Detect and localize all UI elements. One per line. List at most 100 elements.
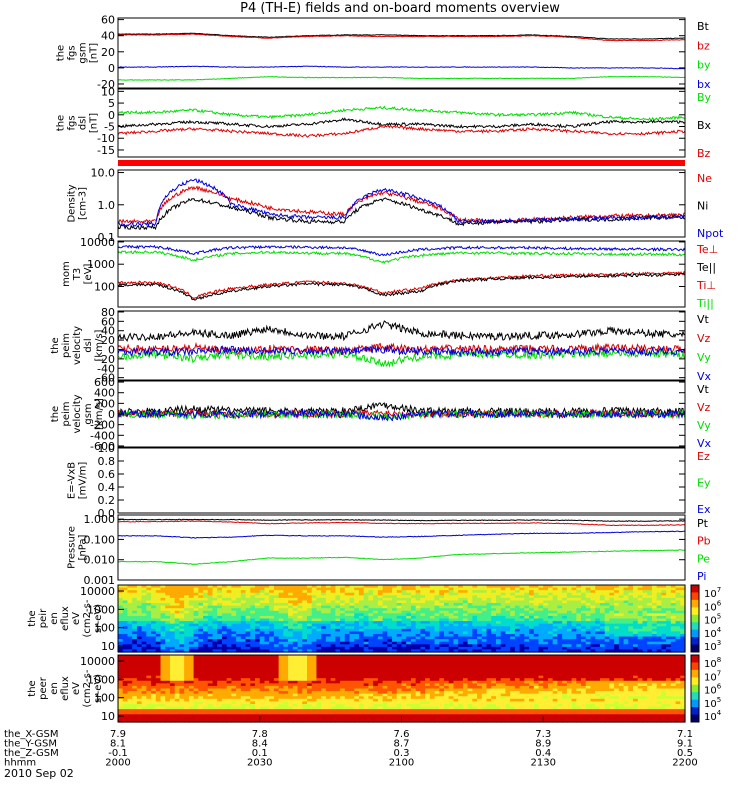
spectrogram-cell: [415, 623, 421, 627]
spectrogram-cell: [670, 618, 677, 622]
colorbar-exponent: 7: [717, 586, 721, 594]
spectrogram-cell: [595, 641, 601, 645]
spectrogram-cell: [132, 693, 138, 697]
spectrogram-cell: [344, 685, 351, 690]
spectrogram-cell: [335, 685, 341, 690]
spectrogram-cell: [462, 592, 469, 596]
spectrogram-cell: [165, 605, 171, 609]
spectrogram-cell: [236, 678, 242, 682]
spectrogram-cell: [146, 621, 152, 625]
spectrogram-cell: [169, 631, 176, 635]
spectrogram-cell: [637, 610, 644, 614]
spectrogram-cell: [236, 662, 242, 666]
spectrogram-cell: [236, 709, 242, 713]
spectrogram-cell: [136, 595, 143, 599]
spectrogram-cell: [382, 603, 388, 607]
spectrogram-cell: [321, 706, 327, 710]
spectrogram-cell: [193, 646, 199, 651]
spectrogram-cell: [269, 608, 275, 612]
spectrogram-cell: [122, 595, 129, 599]
spectrogram-cell: [325, 714, 332, 718]
spectrogram-cell: [387, 585, 393, 589]
spectrogram-cell: [311, 716, 318, 721]
spectrogram-cell: [316, 675, 322, 679]
spectrogram-cell: [269, 636, 275, 640]
spectrogram-cell: [259, 649, 266, 653]
spectrogram-cell: [595, 615, 601, 620]
spectrogram-cell: [576, 610, 582, 614]
spectrogram-cell: [349, 709, 355, 713]
spectrogram-cell: [571, 603, 577, 607]
spectrogram-cell: [406, 603, 412, 607]
spectrogram-cell: [250, 628, 256, 632]
spectrogram-cell: [581, 613, 587, 617]
spectrogram-cell: [288, 709, 294, 713]
spectrogram-cell: [458, 595, 464, 599]
spectrogram-cell: [155, 618, 162, 622]
spectrogram-cell: [330, 623, 336, 627]
spectrogram-cell: [155, 711, 162, 715]
spectrogram-cell: [571, 605, 577, 609]
spectrogram-cell: [203, 709, 209, 713]
spectrogram-cell: [221, 644, 228, 648]
spectrogram-cell: [330, 675, 336, 679]
spectrogram-cell: [368, 610, 374, 614]
spectrogram-cell: [519, 603, 525, 607]
spectrogram-cell: [151, 618, 157, 622]
spectrogram-cell: [288, 675, 294, 679]
spectrogram-cell: [321, 662, 327, 666]
spectrogram-cell: [311, 706, 318, 710]
spectrogram-cell: [453, 628, 459, 632]
spectrogram-cell: [448, 639, 455, 643]
spectrogram-cell: [595, 585, 601, 589]
spectrogram-cell: [188, 646, 195, 651]
spectrogram-cell: [571, 615, 577, 620]
spectrogram-cell: [297, 633, 303, 638]
spectrogram-cell: [377, 703, 384, 708]
spectrogram-cell: [566, 644, 573, 648]
spectrogram-cell: [269, 597, 275, 602]
spectrogram-cell: [491, 631, 497, 635]
spectrogram-cell: [524, 621, 530, 625]
spectrogram-cell: [259, 665, 266, 669]
y-tick-label: 0.001: [84, 574, 116, 587]
spectrogram-cell: [297, 639, 303, 643]
colorbar-segment: [691, 585, 699, 593]
spectrogram-cell: [264, 621, 270, 625]
spectrogram-cell: [179, 587, 185, 591]
spectrogram-cell: [278, 626, 284, 630]
panel-frame: [117, 169, 686, 238]
spectrogram-cell: [557, 618, 563, 622]
spectrogram-cell: [136, 613, 143, 617]
spectrogram-cell: [656, 615, 662, 620]
spectrogram-cell: [401, 636, 407, 640]
spectrogram-cell: [269, 603, 275, 607]
spectrogram-cell: [396, 605, 403, 609]
spectrogram-cell: [472, 623, 478, 627]
spectrogram-cell: [132, 585, 138, 589]
spectrogram-cell: [349, 603, 355, 607]
spectrogram-cell: [292, 644, 299, 648]
series-line-pi: [117, 530, 686, 539]
spectrogram-cell: [524, 595, 530, 599]
spectrogram-cell: [425, 600, 431, 604]
spectrogram-cell: [212, 683, 218, 687]
spectrogram-cell: [543, 595, 549, 599]
spectrogram-cell: [670, 608, 677, 612]
spectrogram-cell: [392, 621, 398, 625]
spectrogram-cell: [136, 714, 143, 718]
spectrogram-cell: [269, 703, 275, 708]
spectrogram-cell: [519, 613, 525, 617]
spectrogram-cell: [666, 623, 672, 627]
spectrogram-cell: [448, 610, 455, 614]
spectrogram-cell: [547, 631, 554, 635]
spectrogram-cell: [505, 608, 511, 612]
spectrogram-cell: [477, 610, 483, 614]
spectrogram-cell: [203, 678, 209, 682]
spectrogram-cell: [136, 688, 143, 692]
spectrogram-cell: [236, 688, 242, 692]
spectrogram-cell: [491, 621, 497, 625]
spectrogram-cell: [330, 696, 336, 700]
spectrogram-cell: [250, 646, 256, 651]
spectrogram-cell: [325, 711, 332, 715]
